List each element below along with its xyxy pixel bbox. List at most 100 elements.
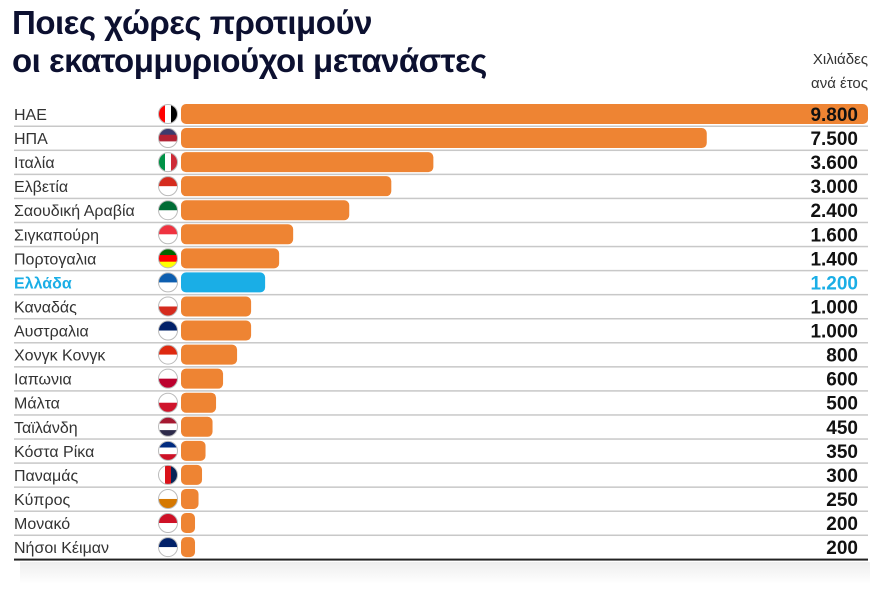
- value-label: 1.400: [810, 249, 858, 270]
- category-label: ΗΠΑ: [14, 131, 48, 148]
- flag-cr-icon: [158, 441, 178, 461]
- value-label: 9.800: [810, 105, 858, 126]
- flag-cy-icon: [158, 489, 178, 509]
- bar-row: ΗΑΕ 9.800: [14, 104, 868, 127]
- category-label: Σαουδική Αραβία: [14, 203, 135, 220]
- bar-row: Μονακό 200: [14, 513, 868, 537]
- category-label: Πορτογαλια: [14, 251, 96, 268]
- value-label: 2.400: [810, 201, 858, 222]
- bar: [181, 176, 392, 197]
- bar: [181, 344, 238, 365]
- flag-us-icon: [158, 128, 178, 148]
- bar-row: Ιαπωνια 600: [14, 368, 868, 392]
- category-label: Ιαπωνια: [14, 372, 72, 389]
- row-divider: [14, 486, 868, 488]
- flag-ca-icon: [158, 296, 178, 316]
- value-label: 300: [826, 466, 858, 487]
- bar: [181, 464, 203, 485]
- bar-row: ΗΠΑ 7.500: [14, 128, 868, 152]
- category-label: Χονγκ Κονγκ: [14, 348, 106, 365]
- flag-pt-icon: [158, 248, 178, 268]
- flag-ae-icon: [158, 104, 178, 124]
- category-label: Καναδάς: [14, 299, 77, 316]
- flag-it-icon: [158, 152, 178, 172]
- row-divider: [14, 245, 868, 248]
- flag-th-icon: [158, 417, 178, 437]
- category-label: Σιγκαπούρη: [14, 227, 99, 244]
- unit-line-2: ανά έτος: [811, 75, 868, 92]
- value-label: 1.600: [810, 225, 858, 246]
- flag-sa-icon: [158, 200, 178, 220]
- bar-row: Παναμάς 300: [14, 464, 868, 488]
- bar: [181, 200, 350, 221]
- value-label: 200: [826, 514, 858, 535]
- row-divider: [14, 534, 868, 537]
- row-divider: [14, 317, 868, 320]
- row-divider: [14, 366, 868, 368]
- bar-row: Σιγκαπούρη 1.600: [14, 224, 868, 248]
- bar-row: Ελλάδα 1.200: [14, 272, 868, 296]
- bar: [181, 537, 196, 558]
- flag-gr-icon: [158, 272, 178, 292]
- category-label: Νήσοι Κέιμαν: [14, 540, 109, 557]
- value-label: 600: [826, 370, 858, 391]
- flag-jp-icon: [158, 369, 178, 389]
- unit-line-1: Χιλιάδες: [812, 51, 868, 68]
- category-label: Ιταλία: [14, 155, 55, 172]
- bar: [181, 296, 252, 317]
- category-label: Κύπρος: [14, 492, 70, 509]
- row-divider: [14, 173, 868, 176]
- category-label: Κόστα Ρίκα: [14, 444, 94, 461]
- value-label: 3.600: [810, 153, 858, 174]
- bar: [181, 128, 707, 149]
- bar: [181, 488, 199, 509]
- bar: [181, 152, 434, 173]
- title-line-2: οι εκατομμυριούχοι μετανάστες: [12, 42, 487, 79]
- value-label: 1.000: [810, 297, 858, 318]
- value-label: 3.000: [810, 177, 858, 198]
- bottom-shadow: [20, 562, 870, 584]
- flag-ch-icon: [158, 176, 178, 196]
- bar: [181, 248, 280, 269]
- category-label: Μονακό: [14, 516, 70, 533]
- category-label: Ελβετία: [14, 179, 68, 196]
- bar: [181, 416, 213, 437]
- bar-row: Κόστα Ρίκα 350: [14, 440, 868, 464]
- bar: [181, 272, 266, 293]
- bar: [181, 368, 224, 389]
- row-divider: [14, 125, 868, 127]
- value-label: 250: [826, 490, 858, 511]
- category-label: Ταϊλάνδη: [14, 420, 78, 437]
- bar-row: Ελβετία 3.000: [14, 176, 868, 200]
- flag-hk-icon: [158, 345, 178, 365]
- bar-row: Πορτογαλια 1.400: [14, 248, 868, 272]
- bar: [181, 104, 868, 124]
- row-divider: [14, 390, 868, 392]
- bar-row: Χονγκ Κονγκ 800: [14, 344, 868, 368]
- bar-row: Ιταλία 3.600: [14, 152, 868, 176]
- bar: [181, 513, 196, 534]
- bar-row: Καναδάς 1.000: [14, 296, 868, 320]
- row-divider: [14, 269, 868, 272]
- category-label: Μάλτα: [14, 396, 60, 413]
- row-divider: [14, 510, 868, 512]
- bar-row: Κύπρος 250: [14, 488, 868, 512]
- bar-row: Σαουδική Αραβία 2.400: [14, 200, 868, 224]
- row-divider: [14, 438, 868, 440]
- baseline: [14, 558, 868, 561]
- value-label: 7.500: [810, 129, 858, 150]
- category-label: Ελλάδα: [14, 275, 72, 292]
- flag-mc-icon: [158, 513, 178, 533]
- row-divider: [14, 414, 868, 416]
- flag-ky-icon: [158, 537, 178, 557]
- row-divider: [14, 462, 868, 464]
- bar: [181, 320, 252, 341]
- flag-sg-icon: [158, 224, 178, 244]
- category-label: Αυστραλια: [14, 324, 89, 341]
- title-line-1: Ποιες χώρες προτιμούν: [12, 4, 372, 41]
- bar: [181, 440, 206, 461]
- bar-row: Νήσοι Κέιμαν 200: [14, 537, 868, 561]
- row-divider: [14, 197, 868, 200]
- category-label: ΗΑΕ: [14, 107, 47, 124]
